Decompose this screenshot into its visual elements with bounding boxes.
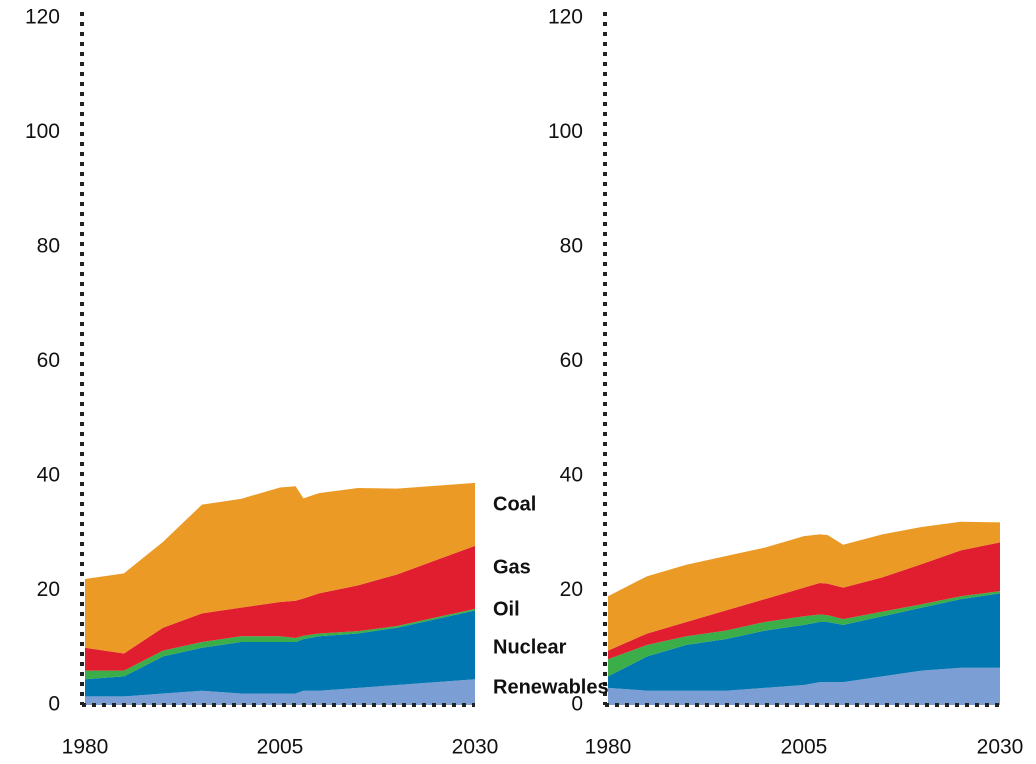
y-tick-label: 0 <box>48 693 60 716</box>
y-tick-label: 0 <box>571 693 583 716</box>
area <box>85 610 475 697</box>
series-label: Renewables <box>493 676 609 698</box>
y-tick-label: 80 <box>37 235 60 258</box>
area <box>608 667 1000 705</box>
area <box>85 608 475 680</box>
area <box>85 679 475 705</box>
x-tick-label: 2030 <box>452 736 499 759</box>
x-tick-label: 2005 <box>257 736 304 759</box>
x-tick-label: 2030 <box>977 736 1024 759</box>
area <box>608 542 1000 660</box>
y-tick-label: 100 <box>25 120 60 143</box>
area <box>608 521 1000 651</box>
series-label: Oil <box>493 598 520 620</box>
y-tick-label: 20 <box>560 578 583 601</box>
area <box>85 482 475 654</box>
x-tick-label: 1980 <box>585 736 632 759</box>
series-label: Nuclear <box>493 636 567 658</box>
series-label: Gas <box>493 556 531 578</box>
y-tick-label: 80 <box>560 235 583 258</box>
y-tick-label: 60 <box>37 349 60 372</box>
area <box>85 545 475 671</box>
y-tick-label: 100 <box>548 120 583 143</box>
series-label: Coal <box>493 493 536 515</box>
y-tick-label: 40 <box>37 464 60 487</box>
y-tick-label: 40 <box>560 464 583 487</box>
y-tick-label: 120 <box>548 6 583 29</box>
y-tick-label: 60 <box>560 349 583 372</box>
area <box>608 593 1000 691</box>
x-tick-label: 1980 <box>62 736 109 759</box>
x-tick-label: 2005 <box>781 736 828 759</box>
y-tick-label: 120 <box>25 6 60 29</box>
y-tick-label: 20 <box>37 578 60 601</box>
